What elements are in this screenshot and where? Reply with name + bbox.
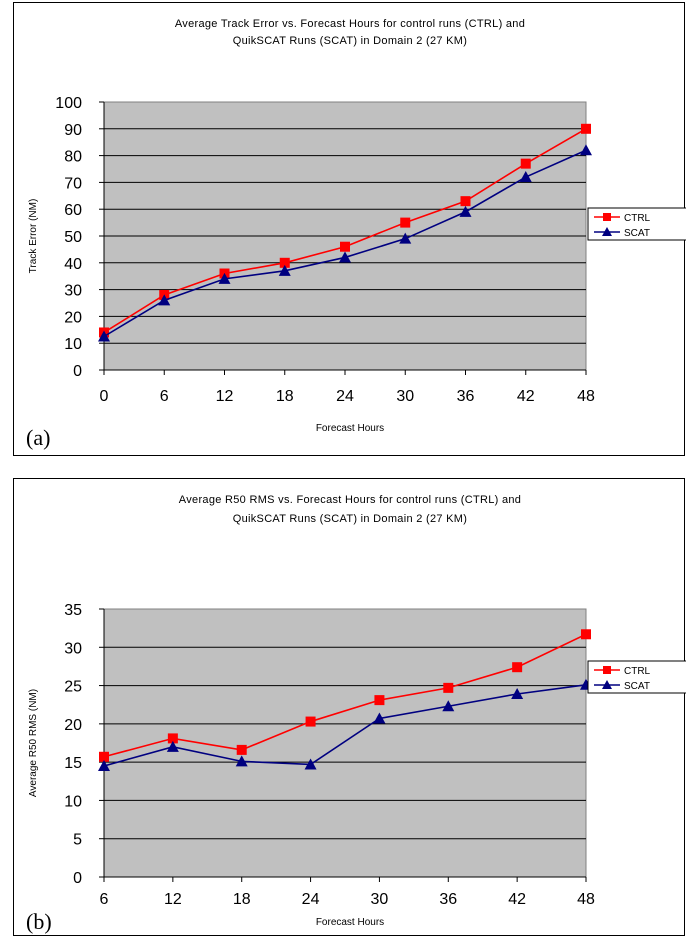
chart-title-line: Average Track Error vs. Forecast Hours f…: [175, 18, 525, 30]
data-point-ctrl: [374, 695, 385, 706]
data-point-ctrl: [520, 158, 531, 169]
y-tick-label: 20: [64, 309, 82, 326]
x-tick-label: 36: [457, 388, 475, 405]
data-point-scat: [278, 264, 291, 276]
x-tick-label: 6: [160, 388, 169, 405]
legend-label: SCAT: [624, 681, 650, 692]
series-line-scat: [103, 684, 587, 767]
y-tick-label: 35: [64, 602, 82, 619]
x-tick-label: 48: [577, 891, 595, 908]
data-point-scat: [98, 330, 110, 342]
y-tick-label: 50: [64, 229, 82, 246]
series-line-ctrl: [103, 633, 587, 758]
y-tick-label: 70: [64, 175, 82, 192]
y-axis-title: Track Error (NM): [28, 199, 39, 274]
x-tick-label: 30: [396, 388, 414, 405]
data-point-scat: [304, 758, 317, 770]
data-point-ctrl: [581, 629, 591, 640]
data-point-scat: [218, 272, 231, 284]
y-tick-label: 5: [73, 832, 82, 849]
legend-marker-ctrl: [603, 213, 611, 221]
x-axis-title: Forecast Hours: [316, 917, 384, 928]
x-tick-label: 6: [100, 891, 109, 908]
x-tick-label: 42: [508, 891, 526, 908]
data-point-ctrl: [581, 123, 591, 134]
data-point-scat: [98, 759, 110, 771]
data-point-ctrl: [99, 751, 109, 762]
y-axis-title: Average R50 RMS (NM): [28, 689, 39, 797]
y-tick-label: 30: [64, 283, 82, 300]
panel-label: (b): [26, 909, 52, 934]
data-point-ctrl: [167, 733, 178, 744]
panel-label: (a): [26, 425, 50, 450]
x-tick-label: 30: [371, 891, 389, 908]
data-point-ctrl: [279, 257, 290, 268]
y-tick-label: 0: [73, 363, 82, 380]
data-point-ctrl: [443, 682, 454, 693]
data-point-ctrl: [305, 716, 316, 727]
data-point-ctrl: [340, 241, 350, 252]
y-tick-label: 0: [73, 870, 82, 887]
y-tick-label: 20: [64, 717, 82, 734]
data-point-ctrl: [460, 196, 471, 207]
chart-a: Average Track Error vs. Forecast Hours f…: [26, 18, 686, 450]
legend-label: CTRL: [624, 666, 651, 677]
chart-b: Average R50 RMS vs. Forecast Hours for c…: [26, 494, 686, 934]
legend-label: SCAT: [624, 228, 650, 239]
y-tick-label: 40: [64, 256, 82, 273]
data-point-scat: [235, 755, 248, 767]
legend-marker-scat: [602, 680, 612, 689]
plot-area: [103, 608, 587, 878]
x-tick-label: 24: [336, 388, 354, 405]
data-point-scat: [511, 687, 524, 699]
y-tick-label: 100: [55, 95, 82, 112]
x-tick-label: 12: [216, 388, 234, 405]
chart-panel-a: Average Track Error vs. Forecast Hours f…: [13, 2, 686, 456]
data-point-ctrl: [236, 744, 247, 755]
data-point-scat: [399, 232, 412, 244]
chart-title-line: Average R50 RMS vs. Forecast Hours for c…: [179, 494, 521, 506]
y-tick-label: 30: [64, 640, 82, 657]
x-tick-label: 18: [233, 891, 251, 908]
y-tick-label: 15: [64, 755, 82, 772]
y-tick-label: 10: [64, 336, 82, 353]
x-axis-title: Forecast Hours: [316, 423, 384, 434]
legend-marker-scat: [602, 227, 612, 236]
y-tick-label: 25: [64, 679, 82, 696]
data-point-scat: [158, 294, 171, 306]
x-tick-label: 42: [517, 388, 535, 405]
y-tick-label: 90: [64, 122, 82, 139]
data-point-ctrl: [512, 662, 523, 673]
y-tick-label: 60: [64, 202, 82, 219]
data-point-scat: [442, 700, 455, 712]
x-tick-label: 24: [302, 891, 320, 908]
x-tick-label: 12: [164, 891, 182, 908]
y-tick-label: 10: [64, 793, 82, 810]
x-tick-label: 18: [276, 388, 294, 405]
data-point-scat: [373, 712, 386, 724]
x-tick-label: 48: [577, 388, 595, 405]
chart-title-line: QuikSCAT Runs (SCAT) in Domain 2 (27 KM): [233, 35, 468, 47]
data-point-scat: [459, 205, 472, 217]
data-point-scat: [166, 740, 179, 752]
data-point-ctrl: [400, 217, 411, 228]
data-point-scat: [339, 251, 351, 263]
data-point-scat: [580, 144, 592, 156]
legend-marker-ctrl: [603, 666, 611, 674]
data-point-scat: [519, 171, 532, 183]
chart-title-line: QuikSCAT Runs (SCAT) in Domain 2 (27 KM): [233, 513, 468, 525]
x-tick-label: 36: [439, 891, 457, 908]
y-tick-label: 80: [64, 149, 82, 166]
legend-label: CTRL: [624, 213, 651, 224]
chart-panel-b: Average R50 RMS vs. Forecast Hours for c…: [13, 478, 686, 936]
x-tick-label: 0: [100, 388, 109, 405]
